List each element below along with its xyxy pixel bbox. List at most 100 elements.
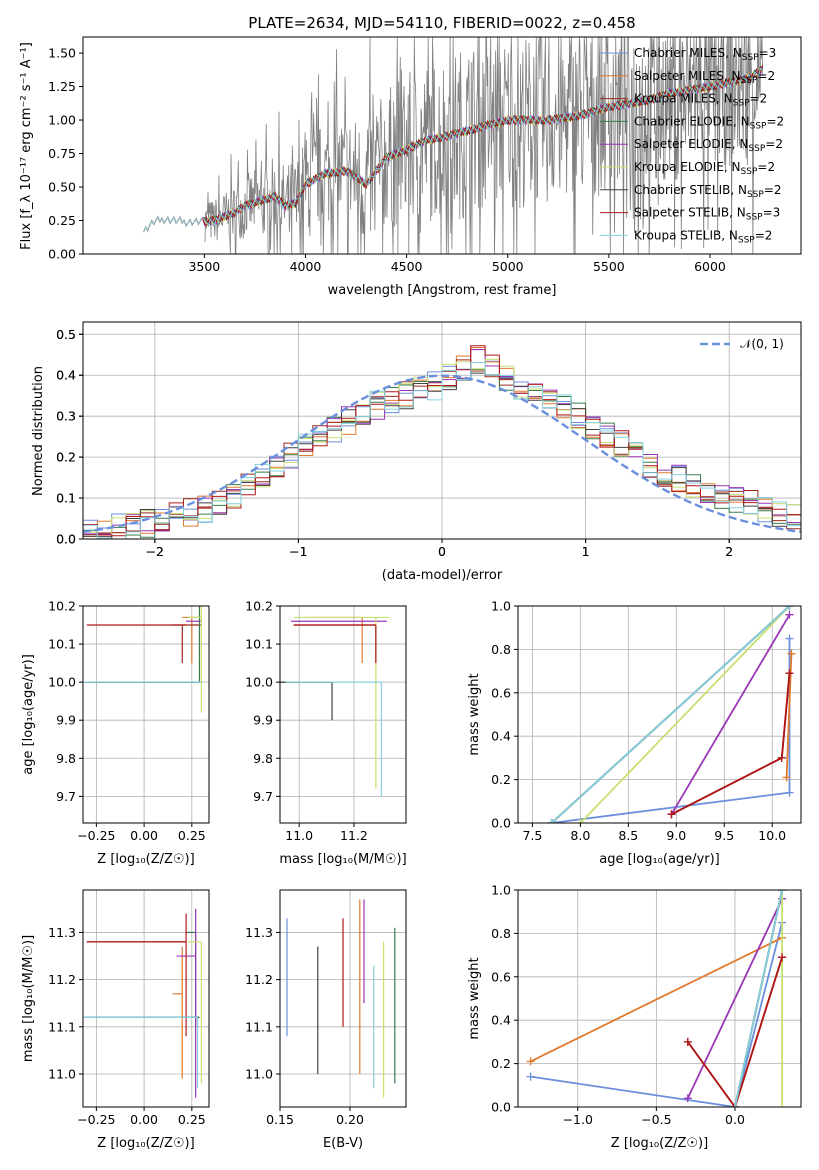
x-tick-label: −1 (289, 544, 307, 559)
x-tick-label: 5000 (492, 259, 524, 274)
x-tick-label: −1 (289, 544, 307, 559)
normal-legend-label: 𝒩(0, 1) (740, 337, 784, 351)
y-tick-label: 9.8 (253, 751, 273, 766)
y-tick-label: 0.3 (56, 409, 76, 424)
weight-line (579, 606, 791, 823)
x-tick-label: 0.25 (178, 828, 206, 843)
weight-line (530, 922, 783, 1107)
x-tick-label: 0.0 (725, 1112, 745, 1127)
x-tick-label: 9.5 (714, 828, 734, 843)
residual-ylabel: Normed distribution (31, 366, 46, 496)
legend-label: Salpeter MILES, NSSP=2 (634, 69, 775, 86)
y-tick-label: 11.3 (245, 925, 273, 940)
y-tick-label: 0.6 (491, 969, 511, 984)
y-tick-label: 1.50 (48, 46, 76, 61)
weight-line (785, 653, 793, 778)
spectrum-data-line (204, 36, 763, 255)
x-tick-label: 0.25 (178, 1112, 206, 1127)
spectrum-panel: 3500 4000 4500 5000 5500 6000 0.00 0.25 0.50 0.75… (19, 36, 802, 298)
y-tick-label: 11.0 (48, 1066, 76, 1081)
residual-ticks: −2 −1 0 1 2 0.0 0.1 0.2 0.3 0.4 0.5 (56, 327, 733, 559)
legend-label: Chabrier MILES, NSSP=3 (634, 46, 776, 63)
y-tick-label: 0.0 (491, 1100, 511, 1115)
y-tick-label: 11.1 (48, 1019, 76, 1034)
x-tick-label: −0.5 (641, 1112, 671, 1127)
x-tick-label: −0.25 (77, 1112, 115, 1127)
weight-point (778, 1103, 787, 1107)
x-tick-label: 4000 (290, 259, 322, 274)
weight-line (671, 673, 791, 816)
weight-line (687, 957, 783, 1107)
plot-marks (286, 899, 396, 1098)
spectrum-model-line (143, 66, 764, 233)
axes-frame (82, 889, 210, 1108)
y-tick-label: 9.9 (253, 713, 273, 728)
weight-point (782, 773, 791, 782)
weight-point (785, 606, 794, 610)
small-panels: −0.25 0.00 0.25 9.7 9.8 9.9 10.0 10.1 10.2 Z [log… (21, 599, 802, 1151)
axes-frame (279, 605, 407, 824)
plot-marks (83, 606, 202, 713)
x-tick-label: 0.00 (130, 828, 158, 843)
spectrum-axes-frame (82, 36, 802, 255)
y-tick-label: 0.2 (491, 1056, 511, 1071)
y-tick-label: 10.0 (245, 675, 273, 690)
weight-point (787, 649, 796, 658)
x-tick-label: 5500 (593, 259, 625, 274)
y-tick-label: 0.25 (48, 213, 76, 228)
x-tick-label: 0 (438, 544, 446, 559)
age-vs-Z-panel: −0.25 0.00 0.25 9.7 9.8 9.9 10.0 10.1 10.2 Z [log… (21, 599, 210, 867)
x-tick-label: 1 (582, 544, 590, 559)
legend-label: Kroupa STELIB, NSSP=2 (634, 228, 772, 245)
y-tick-label: 0.5 (56, 327, 76, 342)
spectrum-model-line (143, 67, 763, 233)
y-tick-label: 0.0 (56, 532, 76, 547)
y-tick-label: 0.8 (491, 642, 511, 657)
x-tick-label: −1.0 (563, 1112, 593, 1127)
y-tick-label: 10.1 (48, 637, 76, 652)
y-tick-label: 10.2 (245, 599, 273, 614)
x-axis-label: Z [log₁₀(Z/Z☉)] (611, 1136, 708, 1151)
y-tick-label: 0.1 (56, 491, 76, 506)
spectrum-ticks: 3500 4000 4500 5000 5500 6000 0.00 0.25 0.50 0.75… (48, 46, 726, 274)
plot-marks (83, 908, 202, 1098)
spectrum-ylabel: Flux [f_λ 10⁻¹⁷ erg cm⁻² s⁻¹ A⁻¹] (19, 42, 34, 250)
spectrum-model-line (143, 64, 764, 233)
weight-point (683, 1037, 692, 1046)
x-tick-label: −2 (146, 544, 164, 559)
y-tick-label: 0.4 (491, 729, 511, 744)
mass-vs-ebv-panel: 0.15 0.20 11.0 11.1 11.2 11.3 E(B-V) (245, 889, 407, 1151)
y-tick-label: 11.3 (48, 925, 76, 940)
y-axis-label: mass [log₁₀(M/M☉)] (21, 935, 36, 1062)
weight-point (526, 1057, 535, 1066)
residual-xlabel: (data-model)/error (382, 568, 503, 583)
x-tick-label: 0.00 (130, 1112, 158, 1127)
weight-point (777, 753, 786, 762)
spectrum-legend: Chabrier MILES, NSSP=3 Salpeter MILES, NS… (600, 46, 784, 245)
y-tick-label: 1.00 (48, 113, 76, 128)
y-tick-label: 11.0 (245, 1066, 273, 1081)
weight-point (526, 1072, 535, 1081)
weight-point (785, 669, 794, 678)
spectrum-xlabel: wavelength [Angstrom, rest frame] (328, 283, 557, 298)
y-tick-label: 1.0 (491, 599, 511, 614)
weight-point (547, 819, 556, 823)
x-tick-label: 11.2 (340, 828, 368, 843)
x-tick-label: −0.25 (77, 828, 115, 843)
y-tick-label: 0.50 (48, 180, 76, 195)
legend-label: Kroupa ELODIE, NSSP=2 (634, 160, 775, 177)
y-axis-label: mass weight (467, 673, 482, 755)
weight-line (671, 673, 791, 816)
legend-label: Chabrier ELODIE, NSSP=2 (634, 114, 784, 131)
weight-line (550, 606, 791, 823)
weight-point (778, 953, 787, 962)
y-tick-label: 0.5 (56, 327, 76, 342)
x-tick-label: 9.0 (666, 828, 686, 843)
y-tick-label: 0.75 (48, 146, 76, 161)
weight-line (551, 638, 791, 823)
weight-point (576, 819, 585, 823)
axes-frame (517, 889, 802, 1108)
legend-label: Chabrier STELIB, NSSP=2 (634, 183, 782, 200)
x-tick-label: 2 (725, 544, 733, 559)
